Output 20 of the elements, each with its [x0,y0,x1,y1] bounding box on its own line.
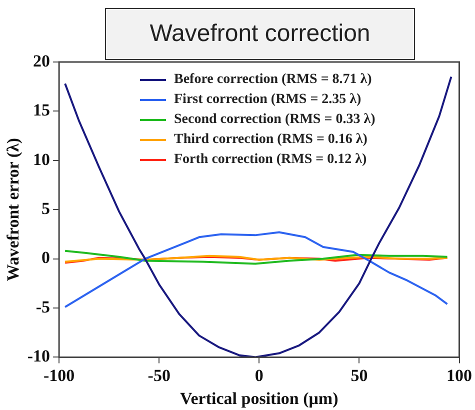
x-tick-label: 50 [350,366,368,385]
legend-label: Second correction (RMS = 0.33 λ) [174,111,376,129]
chart-title: Wavefront correction [105,8,415,60]
y-tick-label: -10 [27,346,50,366]
x-axis-title: Vertical position (μm) [180,389,338,408]
y-tick-label: 20 [33,51,50,70]
legend-label: Forth correction (RMS = 0.12 λ) [174,151,367,169]
y-axis-title: Wavefront error (λ) [4,138,23,282]
y-tick-label: -5 [36,297,50,316]
x-tick-label: 0 [254,366,264,385]
x-tick-label: -50 [148,366,170,385]
y-tick-label: 5 [42,198,50,218]
x-tick-label: 100 [446,366,472,385]
x-tick-label: -100 [43,366,75,385]
y-tick-label: 0 [42,248,50,268]
legend-label: First correction (RMS = 2.35 λ) [174,91,362,109]
legend-label: Before correction (RMS = 8.71 λ) [174,71,372,89]
legend-label: Third correction (RMS = 0.16 λ) [174,131,368,149]
y-tick-label: 15 [33,100,50,120]
y-tick-label: 10 [33,150,50,169]
